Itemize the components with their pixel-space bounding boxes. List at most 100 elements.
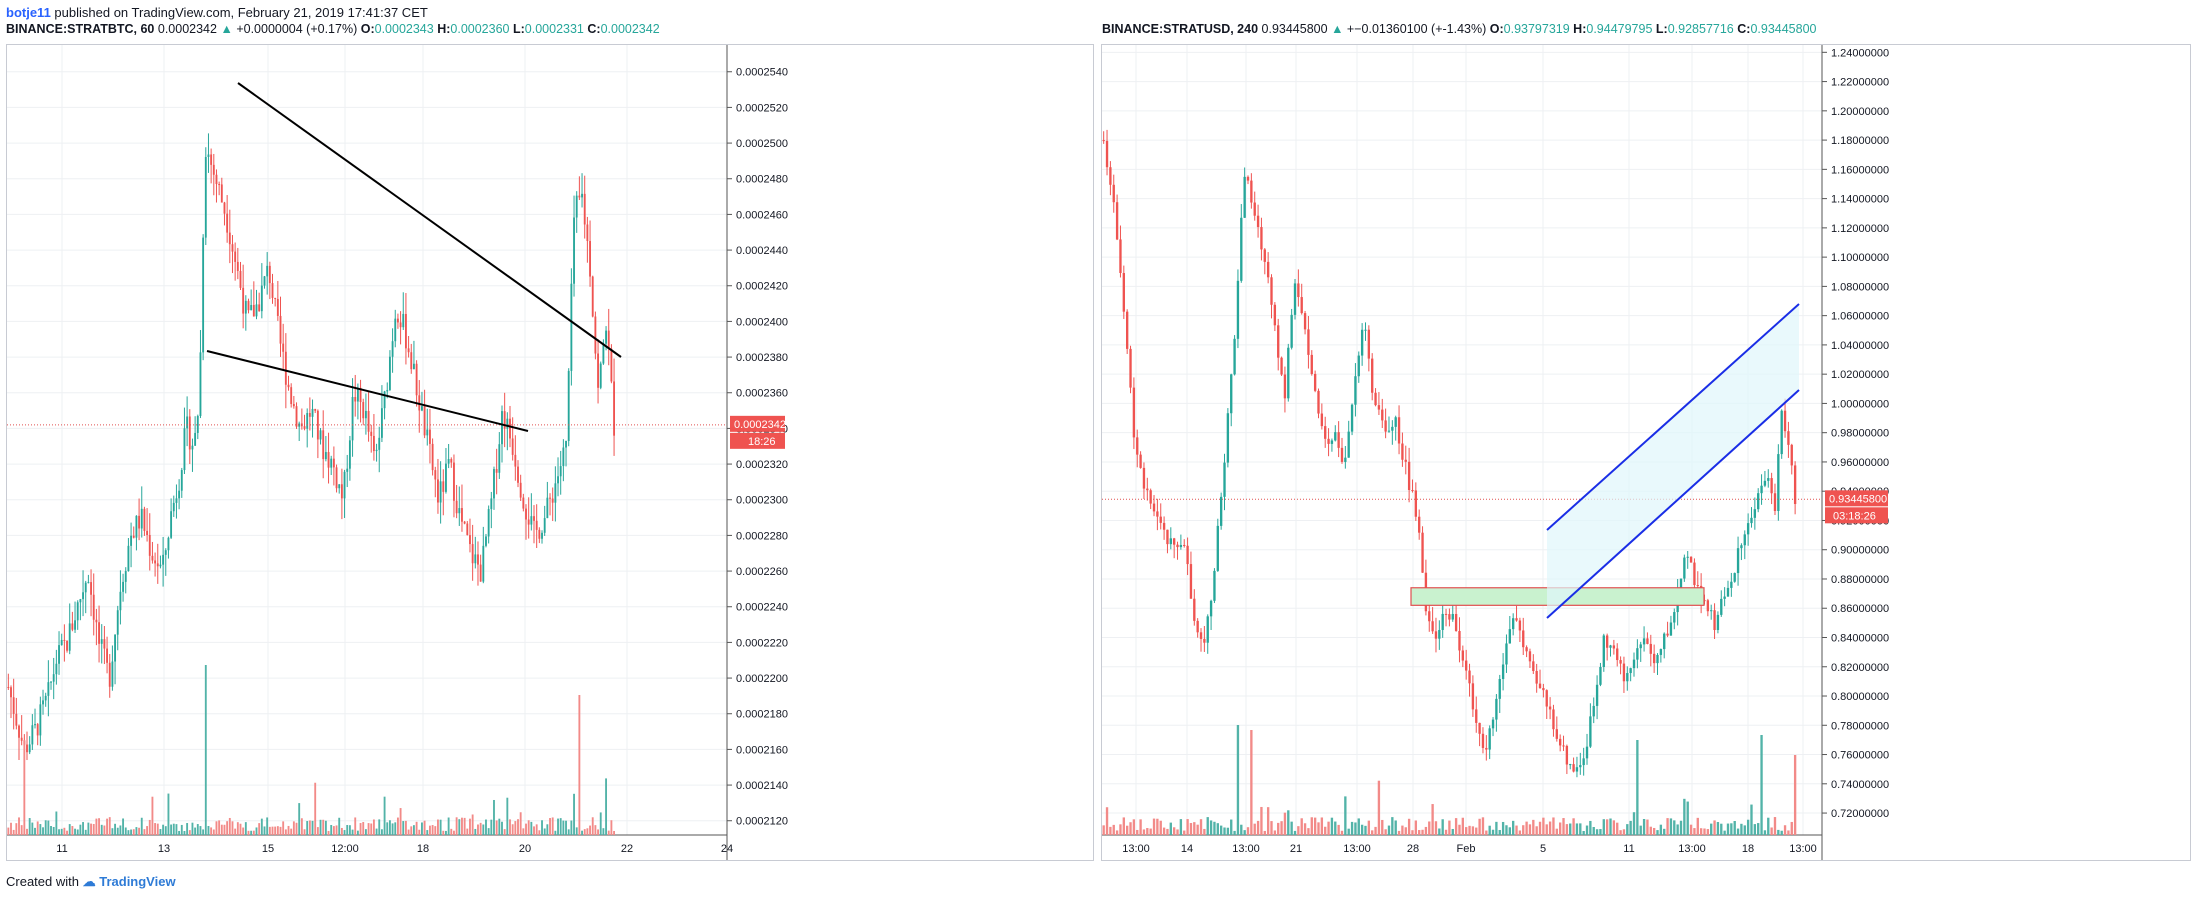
candle-body — [314, 408, 317, 411]
candle-body — [1324, 426, 1327, 439]
candle-body — [103, 639, 106, 649]
x-tick-label: 13:00 — [1122, 843, 1150, 855]
left-last: 0.0002342 — [157, 22, 217, 36]
volume-bar — [154, 823, 157, 835]
volume-bar — [95, 818, 98, 835]
candle-body — [522, 497, 525, 509]
candle-body — [591, 276, 594, 317]
volume-bar — [442, 830, 445, 835]
author-link[interactable]: botje11 — [6, 5, 51, 20]
volume-bar — [119, 825, 122, 835]
countdown-label: 03:18:26 — [1833, 510, 1876, 522]
candle-body — [1156, 511, 1159, 517]
candle-body — [586, 224, 589, 242]
volume-bar — [330, 824, 333, 835]
candle-body — [1515, 618, 1518, 621]
candle-body — [343, 471, 346, 499]
candle-body — [1669, 622, 1673, 636]
y-tick-label: 0.0002480 — [736, 174, 788, 186]
left-chart-panel[interactable]: 0.0002540 0.0002520 0.0002500 0.0002480 0.00… — [6, 44, 1094, 861]
candle-body — [1122, 273, 1125, 312]
left-symbol[interactable]: BINANCE:STRATBTC, 60 — [6, 22, 155, 36]
candle-body — [298, 423, 301, 427]
candle-body — [1602, 635, 1605, 667]
candle-body — [311, 408, 314, 417]
candle-body — [1397, 417, 1401, 444]
volume-bar — [271, 826, 274, 835]
volume-bar — [1337, 824, 1340, 835]
volume-bar — [1263, 830, 1266, 835]
candle-body — [549, 497, 551, 499]
candle-body — [79, 599, 82, 603]
candle-body — [1508, 629, 1511, 644]
tradingview-logo[interactable]: TradingView — [99, 874, 176, 889]
volume-bar — [1451, 828, 1454, 835]
y-tick-label: 1.24000000 — [1831, 47, 1889, 59]
volume-bar — [218, 820, 221, 835]
candle-body — [413, 363, 415, 370]
volume-bar — [1495, 821, 1498, 835]
candle-body — [372, 435, 375, 452]
candle-body — [1421, 532, 1424, 573]
volume-bar — [581, 830, 583, 835]
candle-body — [439, 481, 442, 503]
volume-bar — [1149, 828, 1152, 835]
candle-body — [1307, 329, 1310, 355]
candle-body — [220, 184, 223, 203]
candle-body — [1441, 613, 1444, 630]
candle-body — [1605, 635, 1609, 648]
volume-bar — [455, 817, 458, 835]
candle-body — [442, 481, 445, 492]
volume-bar — [223, 824, 226, 835]
volume-bar — [287, 825, 290, 835]
volume-bar — [506, 797, 509, 835]
publish-info: published on TradingView.com, February 2… — [54, 5, 428, 20]
candle-body — [1344, 457, 1347, 462]
candle-body — [167, 537, 170, 551]
volume-bar — [493, 799, 495, 835]
candle-body — [434, 470, 437, 480]
volume-bar — [338, 817, 341, 835]
candle-body — [1193, 598, 1196, 621]
candle-body — [1149, 490, 1152, 504]
volume-bar — [1491, 829, 1495, 835]
candle-body — [210, 154, 213, 165]
candle-body — [1270, 277, 1273, 305]
volume-bar — [1270, 821, 1273, 835]
volume-bar — [1629, 820, 1632, 835]
support-trendline — [206, 350, 529, 432]
volume-bar — [159, 829, 162, 835]
right-chart-panel[interactable]: 1.24000000 1.22000000 1.20000000 1.18000000… — [1101, 44, 2191, 861]
right-chart[interactable]: 1.24000000 1.22000000 1.20000000 1.18000000… — [1102, 45, 2190, 860]
y-tick-label: 0.0002120 — [736, 816, 788, 828]
volume-bar — [1760, 735, 1763, 835]
candle-body — [1387, 430, 1391, 432]
candle-body — [1663, 633, 1666, 650]
volume-bar — [1663, 828, 1666, 835]
volume-bar — [1431, 804, 1434, 835]
candle-body — [1330, 440, 1334, 444]
volume-bar — [279, 826, 282, 835]
right-change: +−0.01360100 (+-1.43%) — [1346, 22, 1487, 36]
x-tick-label: 11 — [1623, 843, 1634, 855]
volume-bar — [554, 830, 557, 835]
volume-bar — [202, 829, 205, 835]
right-symbol[interactable]: BINANCE:STRATUSD, 240 — [1102, 22, 1259, 36]
candle-body — [127, 545, 130, 572]
candle-body — [287, 384, 290, 388]
left-chart[interactable]: 0.0002540 0.0002520 0.0002500 0.0002480 0.00… — [7, 45, 1093, 860]
volume-bar — [1777, 829, 1780, 835]
volume-bar — [450, 828, 453, 835]
volume-bar — [1636, 740, 1639, 835]
right-close: 0.93445800 — [1750, 22, 1817, 36]
candle-body — [1139, 454, 1142, 468]
volume-bar — [1609, 818, 1612, 835]
candle-body — [1686, 556, 1689, 558]
volume-bar — [471, 814, 474, 835]
volume-bar — [26, 828, 28, 835]
candle-body — [383, 391, 386, 409]
volume-bar — [514, 821, 517, 835]
candle-body — [1753, 509, 1757, 518]
volume-bar — [426, 830, 429, 835]
candle-body — [138, 515, 141, 529]
